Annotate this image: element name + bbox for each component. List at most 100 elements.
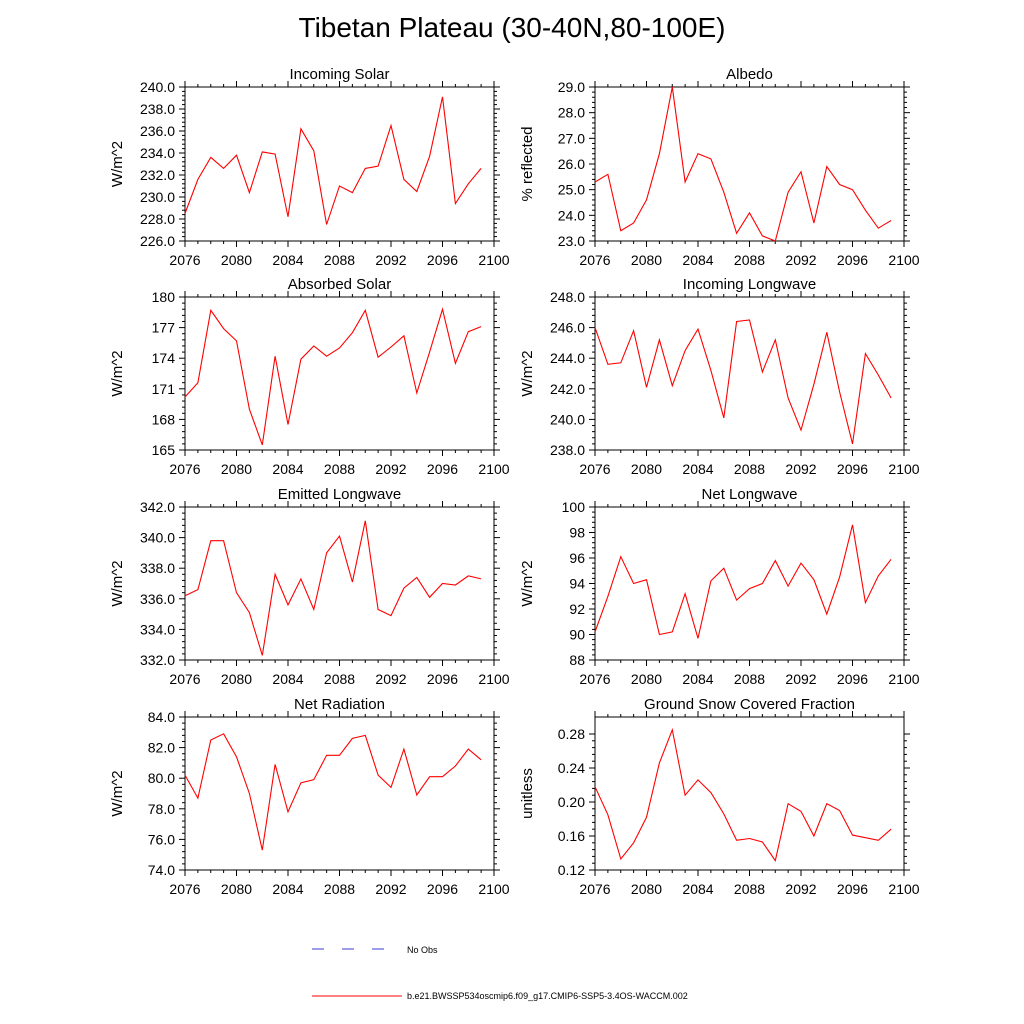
chart-albedo-ytick-label: 28.0: [558, 105, 585, 121]
chart-incoming-solar-xtick-label: 2100: [478, 252, 509, 268]
chart-incoming-longwave-ytick-label: 248.0: [550, 289, 585, 305]
chart-net-radiation-frame: [184, 716, 495, 871]
chart-net-longwave-ylabel: W/m^2: [519, 560, 536, 606]
chart-incoming-longwave-series-line: [594, 319, 892, 445]
chart-incoming-longwave-ytick-label: 240.0: [550, 411, 585, 427]
chart-ground-snow-covered-fraction-frame: [594, 716, 905, 871]
chart-absorbed-solar-ytick-label: 177: [152, 320, 176, 336]
chart-albedo-ytick-label: 27.0: [558, 130, 585, 146]
chart-incoming-solar-xtick-label: 2084: [272, 252, 303, 268]
chart-emitted-longwave-xtick-label: 2080: [221, 671, 252, 687]
chart-emitted-longwave-xtick-label: 2084: [272, 671, 303, 687]
chart-albedo-ytick-label: 29.0: [558, 79, 585, 95]
chart-absorbed-solar-xtick-label: 2100: [478, 461, 509, 477]
chart-absorbed-solar-ytick-label: 174: [152, 350, 176, 366]
chart-albedo-series-line: [594, 86, 892, 242]
chart-net-radiation-ytick-label: 80.0: [148, 770, 175, 786]
chart-incoming-solar-ytick-label: 234.0: [140, 145, 175, 161]
chart-net-radiation-ytick-label: 78.0: [148, 801, 175, 817]
chart-incoming-solar-series-line: [184, 96, 482, 225]
chart-net-longwave-ytick-label: 100: [562, 499, 586, 515]
chart-ground-snow-covered-fraction-xtick-label: 2084: [682, 881, 713, 897]
chart-net-radiation-xtick-label: 2092: [375, 881, 406, 897]
chart-ground-snow-covered-fraction-xtick-label: 2080: [631, 881, 662, 897]
chart-net-longwave-ytick-label: 96: [569, 550, 585, 566]
chart-incoming-solar-title: Incoming Solar: [289, 66, 389, 83]
chart-absorbed-solar-frame: [184, 296, 495, 451]
chart-emitted-longwave-title: Emitted Longwave: [278, 486, 401, 503]
chart-emitted-longwave-ytick-label: 332.0: [140, 652, 175, 668]
chart-albedo-ytick-label: 23.0: [558, 233, 585, 249]
chart-incoming-solar-frame: [184, 86, 495, 242]
chart-emitted-longwave-ytick-label: 336.0: [140, 591, 175, 607]
chart-net-longwave-ytick-label: 92: [569, 601, 585, 617]
chart-ground-snow-covered-fraction-title: Ground Snow Covered Fraction: [644, 696, 855, 713]
chart-net-longwave-xtick-label: 2076: [579, 671, 610, 687]
chart-incoming-solar-ytick-label: 232.0: [140, 167, 175, 183]
chart-albedo-xtick-label: 2096: [837, 252, 868, 268]
chart-absorbed-solar-ylabel: W/m^2: [109, 350, 126, 396]
chart-absorbed-solar-xtick-label: 2076: [169, 461, 200, 477]
chart-net-longwave-xtick-label: 2096: [837, 671, 868, 687]
chart-albedo-xtick-label: 2092: [785, 252, 816, 268]
chart-emitted-longwave-ytick-label: 338.0: [140, 560, 175, 576]
chart-incoming-longwave-xtick-label: 2092: [785, 461, 816, 477]
chart-incoming-solar-ytick-label: 236.0: [140, 123, 175, 139]
chart-albedo-title: Albedo: [726, 66, 773, 83]
chart-incoming-longwave-xtick-label: 2096: [837, 461, 868, 477]
chart-absorbed-solar-xtick-label: 2092: [375, 461, 406, 477]
chart-emitted-longwave-frame: [184, 506, 495, 661]
chart-absorbed-solar-ytick-label: 168: [152, 411, 176, 427]
chart-albedo-xtick-label: 2084: [682, 252, 713, 268]
chart-ground-snow-covered-fraction-ytick-label: 0.16: [558, 828, 585, 844]
chart-net-longwave-series-line: [594, 524, 892, 639]
chart-net-radiation-ytick-label: 74.0: [148, 862, 175, 878]
chart-absorbed-solar-series-line: [184, 307, 482, 446]
chart-incoming-solar-ytick-label: 240.0: [140, 79, 175, 95]
chart-incoming-solar-ytick-label: 230.0: [140, 189, 175, 205]
chart-emitted-longwave-ytick-label: 342.0: [140, 499, 175, 515]
chart-emitted-longwave-xtick-label: 2088: [324, 671, 355, 687]
chart-emitted-longwave-ytick-label: 340.0: [140, 530, 175, 546]
chart-net-longwave-xtick-label: 2092: [785, 671, 816, 687]
chart-incoming-solar-ytick-label: 226.0: [140, 233, 175, 249]
chart-net-longwave-ytick-label: 94: [569, 576, 585, 592]
chart-absorbed-solar-xtick-label: 2096: [427, 461, 458, 477]
legend-obs-label: No Obs: [407, 945, 438, 955]
chart-incoming-longwave-xtick-label: 2084: [682, 461, 713, 477]
legend-model-label: b.e21.BWSSP534oscmip6.f09_g17.CMIP6-SSP5…: [407, 991, 688, 1001]
chart-absorbed-solar-xtick-label: 2080: [221, 461, 252, 477]
chart-albedo-xtick-label: 2088: [734, 252, 765, 268]
chart-emitted-longwave-ylabel: W/m^2: [109, 560, 126, 606]
chart-emitted-longwave-xtick-label: 2100: [478, 671, 509, 687]
chart-albedo-ylabel: % reflected: [519, 126, 536, 201]
chart-net-radiation-xtick-label: 2088: [324, 881, 355, 897]
chart-absorbed-solar-ytick-label: 165: [152, 442, 176, 458]
chart-incoming-longwave-ytick-label: 246.0: [550, 320, 585, 336]
chart-ground-snow-covered-fraction-xtick-label: 2088: [734, 881, 765, 897]
chart-incoming-solar-xtick-label: 2076: [169, 252, 200, 268]
chart-net-longwave-xtick-label: 2100: [888, 671, 919, 687]
chart-ground-snow-covered-fraction-xtick-label: 2092: [785, 881, 816, 897]
chart-incoming-longwave-ytick-label: 244.0: [550, 350, 585, 366]
chart-emitted-longwave-xtick-label: 2096: [427, 671, 458, 687]
chart-net-longwave-ytick-label: 98: [569, 525, 585, 541]
chart-incoming-longwave-xtick-label: 2080: [631, 461, 662, 477]
chart-net-longwave-xtick-label: 2088: [734, 671, 765, 687]
chart-net-radiation-title: Net Radiation: [294, 696, 385, 713]
chart-incoming-solar-xtick-label: 2096: [427, 252, 458, 268]
chart-net-longwave-title: Net Longwave: [702, 486, 798, 503]
chart-absorbed-solar-xtick-label: 2084: [272, 461, 303, 477]
chart-absorbed-solar-title: Absorbed Solar: [288, 276, 391, 293]
chart-ground-snow-covered-fraction-ylabel: unitless: [519, 768, 536, 819]
chart-net-radiation-series-line: [184, 733, 482, 851]
chart-absorbed-solar-ytick-label: 171: [152, 381, 176, 397]
chart-net-radiation-ytick-label: 76.0: [148, 831, 175, 847]
chart-incoming-solar-xtick-label: 2092: [375, 252, 406, 268]
chart-incoming-longwave-title: Incoming Longwave: [683, 276, 816, 293]
chart-incoming-longwave-xtick-label: 2088: [734, 461, 765, 477]
chart-net-radiation-ytick-label: 82.0: [148, 740, 175, 756]
chart-incoming-longwave-ylabel: W/m^2: [519, 350, 536, 396]
chart-incoming-solar-ylabel: W/m^2: [109, 141, 126, 187]
